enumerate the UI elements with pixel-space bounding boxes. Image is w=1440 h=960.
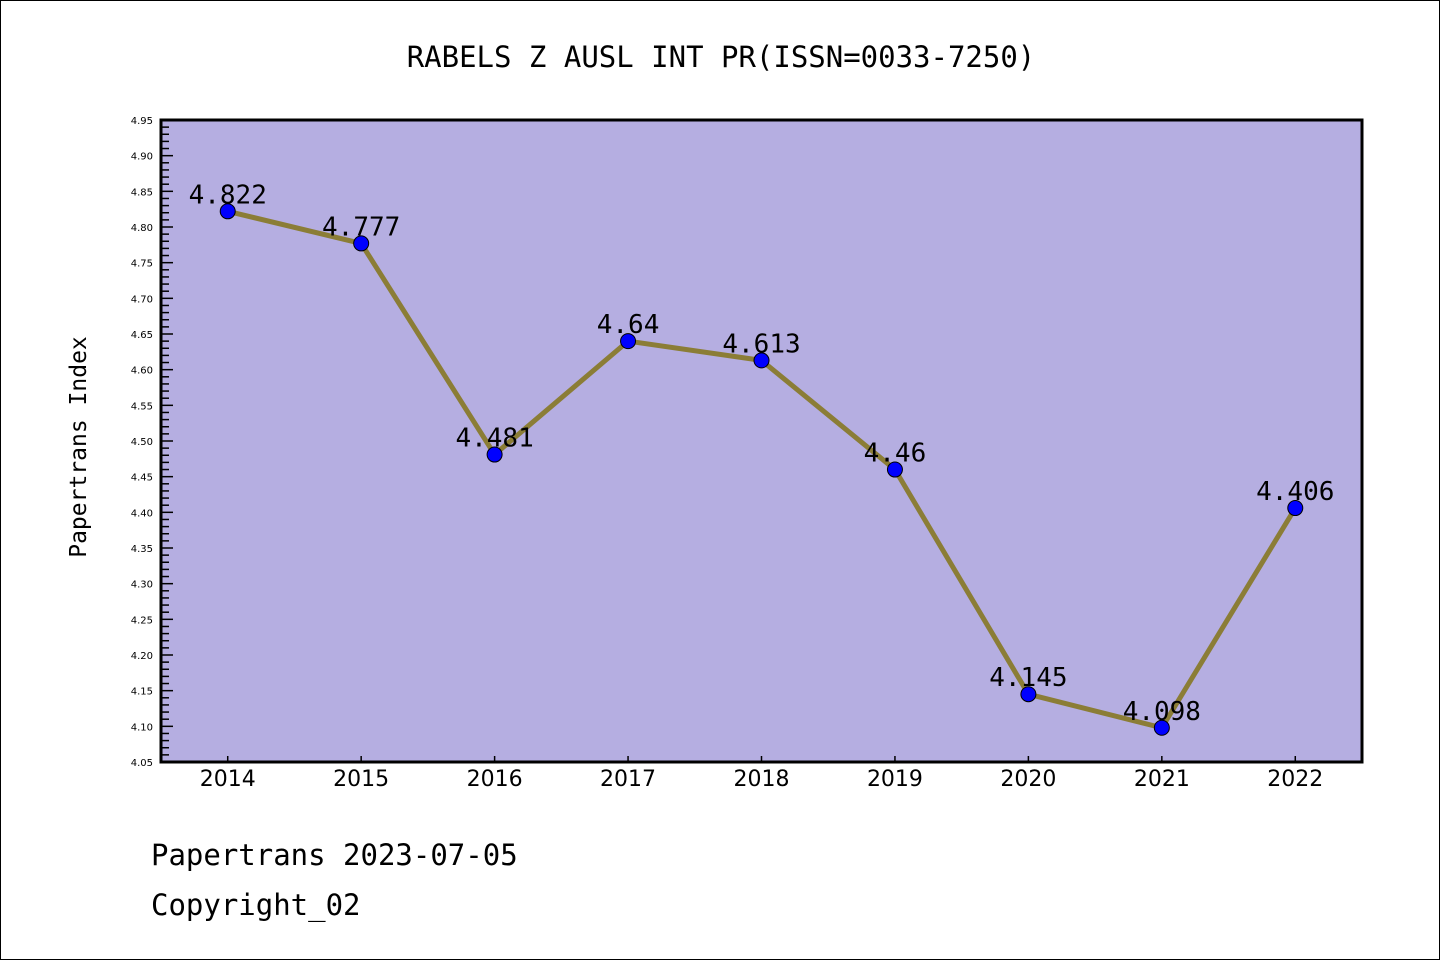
x-tick-label: 2017 (600, 767, 656, 792)
footer-date: Papertrans 2023-07-05 (151, 838, 518, 872)
x-tick-label: 2022 (1267, 767, 1323, 792)
y-tick-label: 4.90 (131, 152, 153, 163)
y-tick-label: 4.75 (131, 259, 153, 270)
data-label: 4.46 (864, 439, 927, 469)
x-tick-label: 2021 (1134, 767, 1190, 792)
data-label: 4.481 (455, 424, 533, 454)
x-tick-label: 2015 (333, 767, 389, 792)
y-tick-label: 4.70 (131, 294, 153, 305)
y-tick-label: 4.30 (131, 580, 153, 591)
y-tick-label: 4.65 (131, 330, 153, 341)
footer-copyright: Copyright_02 (151, 888, 361, 923)
data-point (753, 352, 770, 369)
plot-frame (159, 118, 1364, 764)
data-label: 4.777 (322, 212, 400, 242)
y-tick-label: 4.10 (131, 722, 153, 733)
data-point (886, 461, 903, 478)
data-label: 4.613 (722, 329, 800, 359)
data-label: 4.145 (989, 663, 1067, 693)
plot-area (161, 120, 1362, 762)
y-axis-label: Papertrans Index (66, 336, 92, 558)
data-point (1287, 500, 1304, 517)
data-point (353, 235, 370, 252)
y-tick-label: 4.95 (131, 116, 153, 127)
x-tick-label: 2016 (467, 767, 523, 792)
data-point (486, 446, 503, 463)
y-tick-label: 4.25 (131, 615, 153, 626)
x-tick-label: 2019 (867, 767, 923, 792)
x-tick-label: 2020 (1000, 767, 1056, 792)
y-tick-label: 4.45 (131, 473, 153, 484)
y-tick-label: 4.80 (131, 223, 153, 234)
data-label: 4.406 (1256, 477, 1334, 507)
y-tick-label: 4.40 (131, 508, 153, 519)
y-tick-label: 4.35 (131, 544, 153, 555)
y-tick-label: 4.50 (131, 437, 153, 448)
data-label: 4.822 (189, 180, 267, 210)
y-tick-label: 4.15 (131, 687, 153, 698)
data-label: 4.64 (597, 310, 660, 340)
data-point (1020, 686, 1037, 703)
y-tick-label: 4.05 (131, 758, 153, 769)
chart-title: RABELS Z AUSL INT PR(ISSN=0033-7250) (407, 40, 1036, 74)
y-tick-label: 4.85 (131, 187, 153, 198)
x-tick-label: 2014 (200, 767, 256, 792)
data-point (219, 203, 236, 220)
data-label: 4.098 (1123, 697, 1201, 727)
data-point (1153, 719, 1170, 736)
y-tick-label: 4.60 (131, 366, 153, 377)
x-tick-label: 2018 (734, 767, 790, 792)
y-tick-label: 4.55 (131, 401, 153, 412)
data-point (620, 333, 637, 350)
y-tick-label: 4.20 (131, 651, 153, 662)
